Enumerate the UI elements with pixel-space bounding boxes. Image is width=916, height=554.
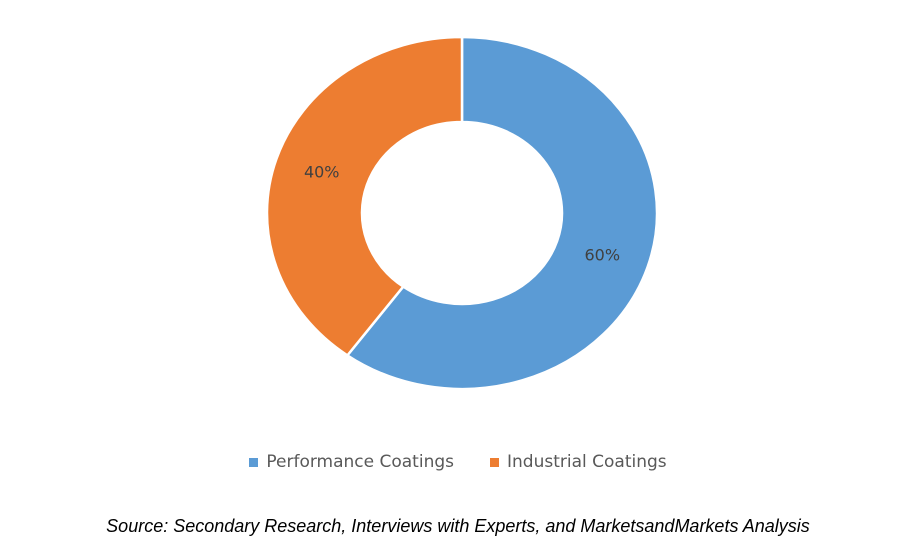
data-label: 40% [304, 163, 340, 182]
legend-item-industrial-coatings: Industrial Coatings [490, 452, 667, 472]
legend-label: Performance Coatings [266, 452, 454, 472]
data-label: 60% [584, 245, 620, 264]
donut-slice-industrial-coatings [265, 35, 464, 358]
legend: Performance Coatings Industrial Coatings [0, 452, 916, 472]
legend-swatch-blue [249, 457, 259, 467]
legend-swatch-orange [490, 457, 499, 467]
legend-label: Industrial Coatings [507, 452, 667, 472]
source-note: Source: Secondary Research, Interviews w… [106, 516, 810, 536]
legend-item-performance-coatings: Performance Coatings [249, 452, 454, 472]
donut-chart: 60% 40% [265, 35, 659, 391]
donut-slice-performance-coatings [345, 35, 659, 391]
